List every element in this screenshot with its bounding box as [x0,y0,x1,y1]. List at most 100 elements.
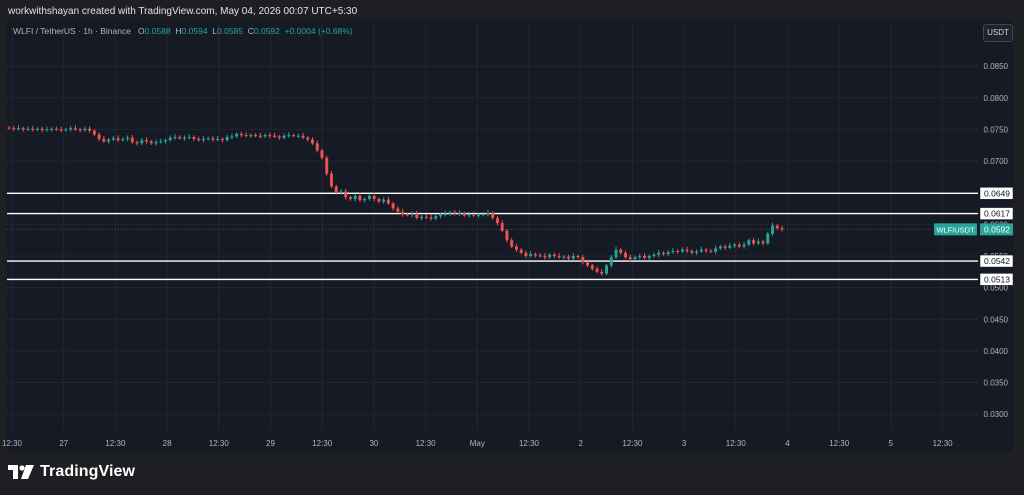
change-value: +0.0004 (+0.68%) [284,26,353,36]
candle-down [244,135,248,137]
time-tick-label: 12:30 [209,439,230,448]
candle-down [268,135,272,137]
price-tick-label: 0.0400 [984,347,1009,356]
candle-up [216,138,220,140]
time-tick-label: 12:30 [519,439,540,448]
candle-up [439,214,443,217]
candle-up [173,137,177,139]
candle-up [671,250,675,253]
candle-down [258,135,262,137]
candle-down [462,212,466,216]
time-tick-label: 12:30 [829,439,850,448]
candle-up [107,139,111,142]
price-tick-label: 0.0450 [984,315,1009,324]
candle-up [699,249,703,252]
close-value: 0.0592 [253,26,280,36]
currency-button[interactable]: USDT [983,24,1013,42]
symbol-title: WLFI / TetherUS · 1h · Binance [13,26,131,36]
candle-up [486,212,490,215]
time-tick-label: 5 [889,439,894,448]
candle-up [571,255,575,259]
candle-down [685,249,689,251]
last-price-tag [980,223,1013,236]
time-tick-label: 12:30 [416,439,437,448]
candle-up [26,128,30,130]
close-label: C [247,26,254,36]
candle-down [491,212,495,219]
candle-down [239,133,243,136]
price-tick-label: 0.0300 [984,410,1009,419]
candle-down [273,135,277,137]
level-price-label: 0.0513 [984,274,1010,284]
candle-down [292,135,296,137]
time-tick-label: 12:30 [312,439,333,448]
candle-down [424,216,428,218]
candle-down [472,214,476,216]
candle-down [12,128,16,130]
candle-down [581,257,585,263]
candle-up [263,135,267,137]
candle-up [382,199,386,202]
price-tick-label: 0.0700 [984,157,1009,166]
candle-down [116,138,120,141]
level-price-label: 0.0617 [984,209,1010,219]
time-tick-label: May [470,439,485,448]
candle-down [453,212,457,214]
candle-up [605,265,609,274]
candle-up [747,240,751,245]
candle-down [415,213,419,219]
candle-up [481,214,485,216]
candle-down [405,214,409,216]
level-price-label: 0.0542 [984,256,1010,266]
price-tick-label: 0.0350 [984,379,1009,388]
candle-down [676,250,680,252]
candle-up [164,140,167,142]
candle-up [353,195,357,200]
candle-down [348,197,352,200]
tradingview-logo-text: TradingView [40,463,136,480]
candle-down [552,254,556,256]
time-tick-label: 29 [266,439,275,448]
candle-up [35,128,39,130]
candle-down [586,262,590,266]
tradingview-logo[interactable]: TradingView [8,463,135,481]
candle-up [742,244,746,247]
candle-down [330,173,333,187]
symbol-legend: WLFI / TetherUS · 1h · Binance O0.0588 H… [13,26,353,36]
candle-up [467,214,471,216]
candle-down [510,240,514,247]
chart-panel[interactable] [7,20,1013,452]
candle-down [130,137,134,143]
candle-down [643,255,646,258]
level-price-label: 0.0649 [984,188,1010,198]
candle-up [728,245,732,248]
candle-up [182,137,186,139]
candle-down [391,203,395,209]
candle-down [254,135,258,137]
candle-up [448,212,452,214]
open-label: O [138,26,145,36]
candle-down [709,250,713,252]
candle-down [775,225,779,229]
candle-up [680,249,684,252]
time-tick-label: 12:30 [933,439,954,448]
candle-down [197,138,201,141]
candle-up [235,133,239,137]
candle-up [756,241,760,244]
level-price-tag [979,207,1014,220]
candle-down [557,255,561,258]
candle-up [367,195,371,200]
candle-up [766,233,770,244]
candle-down [737,244,741,247]
candle-down [59,129,63,131]
candle-up [647,255,651,258]
candle-up [17,128,20,130]
candle-down [628,257,632,260]
chart-grid [7,24,978,430]
candle-up [339,191,343,193]
candle-up [230,136,234,138]
candle-up [652,254,656,256]
candle-up [201,138,205,141]
time-tick-label: 3 [682,439,687,448]
